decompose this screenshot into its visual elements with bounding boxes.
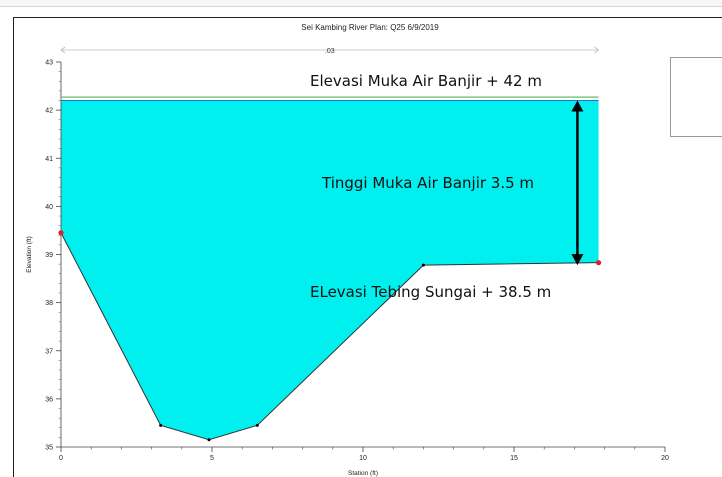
y-tick-label: 35 (45, 445, 53, 452)
chart-frame (13, 17, 722, 477)
ground-point (421, 263, 425, 267)
ground-point (207, 438, 211, 442)
y-tick-label: 41 (45, 156, 53, 163)
manning-n-label: .03 (325, 48, 335, 55)
x-tick-label: 20 (661, 455, 669, 462)
bank-sta-point (595, 260, 602, 266)
y-tick-label: 38 (45, 300, 53, 307)
y-tick-label: 39 (45, 252, 53, 259)
y-tick-label: 42 (45, 108, 53, 115)
manning-left-tick (60, 46, 66, 54)
x-tick-label: 5 (210, 455, 214, 462)
annotation-bank-elevation: ELevasi Tebing Sungai + 38.5 m (310, 283, 551, 301)
x-tick-label: 0 (59, 455, 63, 462)
annotation-flood-depth: Tinggi Muka Air Banjir 3.5 m (321, 174, 534, 192)
window-top-strip (0, 0, 722, 7)
annotation-flood-elevation: Elevasi Muka Air Banjir + 42 m (310, 72, 542, 90)
bank-sta-point (58, 230, 64, 236)
legend-box (670, 57, 722, 137)
water-area (61, 100, 599, 440)
x-tick-label: 15 (510, 455, 518, 462)
manning-right-tick (594, 46, 600, 54)
y-tick-label: 37 (45, 348, 53, 355)
x-tick-label: 10 (359, 455, 367, 462)
x-axis-label: Station (ft) (348, 470, 378, 477)
y-axis-label: Elevation (ft) (26, 236, 33, 273)
chart-title: Sei Kambing River Plan: Q25 6/9/2019 (301, 23, 439, 32)
y-tick-label: 40 (45, 204, 53, 211)
ground-line (60, 232, 599, 441)
depth-arrow-head-up (571, 100, 584, 112)
depth-arrow-head-down (571, 254, 584, 266)
y-tick-label: 36 (45, 396, 53, 403)
y-tick-label: 43 (45, 60, 53, 67)
ground-point (255, 423, 259, 427)
ground-point (159, 423, 163, 427)
